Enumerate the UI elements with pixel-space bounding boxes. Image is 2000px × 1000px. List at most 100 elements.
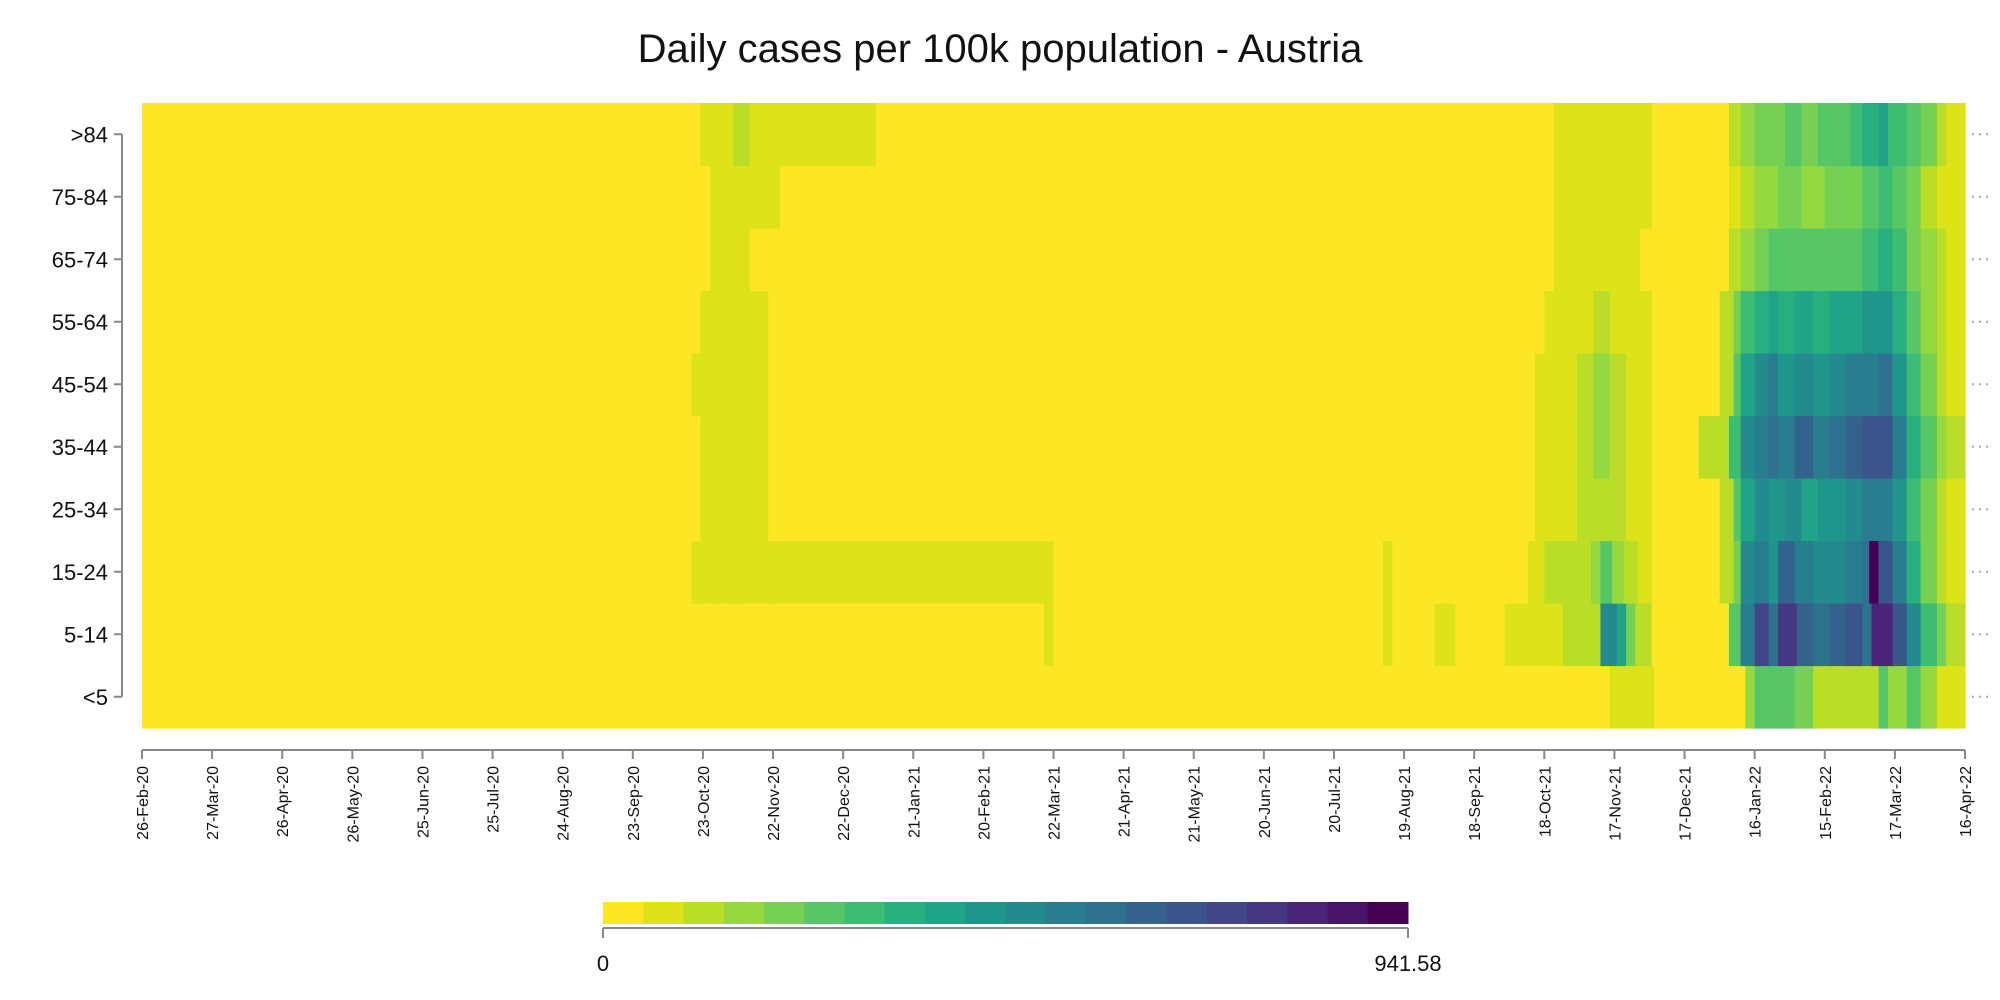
heatmap-cell [1740, 540, 1756, 604]
heatmap-cell [142, 415, 702, 479]
heatmap-cell [1817, 103, 1835, 167]
heatmap-cell [1936, 540, 1947, 604]
heatmap-cell [1527, 540, 1545, 604]
heatmap-cell [1768, 290, 1779, 354]
heatmap-cell [1593, 353, 1611, 417]
heatmap-cell [1778, 665, 1795, 729]
heatmap-cell [1651, 353, 1721, 417]
heatmap-cell [1768, 228, 1786, 292]
heatmap-cell [142, 665, 1611, 729]
y-tick-label: 75-84 [52, 185, 108, 210]
colorbar-swatch [1367, 902, 1409, 924]
heatmap-cell [1920, 353, 1938, 417]
colorbar-swatch [1247, 902, 1288, 924]
heatmap-cell [1053, 603, 1384, 667]
x-tick-label: 21-Apr-21 [1117, 766, 1134, 837]
heatmap-cell [1906, 228, 1922, 292]
heatmap-cell [709, 165, 769, 229]
color-scale-legend [602, 902, 1409, 938]
heatmap-cell [1609, 478, 1627, 542]
heatmap-cell [1457, 603, 1506, 667]
heatmap-cell [1635, 603, 1653, 667]
heatmap-cell [768, 415, 1536, 479]
heatmap-cell [142, 228, 711, 292]
heatmap-cell [1829, 540, 1847, 604]
x-tick-label: 24-Aug-20 [556, 766, 573, 841]
heatmap-cell [1878, 290, 1894, 354]
heatmap-cell [1728, 165, 1742, 229]
colorbar-max-label: 941.58 [1374, 951, 1441, 976]
x-tick-label: 26-Apr-20 [275, 766, 292, 837]
heatmap-cell [709, 353, 725, 417]
y-tick-label: 65-74 [52, 247, 108, 272]
heatmap-cell [1591, 540, 1601, 604]
heatmap-cell [1785, 478, 1802, 542]
colorbar-swatch [603, 902, 644, 924]
heatmap-cell [796, 103, 826, 167]
x-tick-label: 22-Nov-20 [766, 766, 783, 841]
heatmap-cell [1829, 290, 1847, 354]
heatmap-cell [691, 540, 702, 604]
heatmap-cell [1892, 540, 1908, 604]
x-tick-label: 20-Feb-21 [976, 766, 993, 840]
heatmap-cell [843, 103, 858, 167]
heatmap-cell [1878, 103, 1889, 167]
heatmap-cell [1719, 478, 1735, 542]
heatmap-cell [1740, 165, 1756, 229]
heatmap-cell [1813, 353, 1831, 417]
heatmap-cell [714, 540, 732, 604]
heatmap-cell [700, 353, 711, 417]
heatmap-cell [1612, 540, 1625, 604]
x-tick-label: 18-Oct-21 [1537, 766, 1554, 837]
heatmap-cell [142, 353, 692, 417]
heatmap-cell [1609, 228, 1627, 292]
heatmap-cell [1754, 478, 1770, 542]
heatmap-cell [1778, 353, 1795, 417]
heatmap-cell [691, 353, 702, 417]
heatmap-cell [1534, 415, 1555, 479]
heatmap-cell [723, 290, 769, 354]
heatmap-cell [1862, 478, 1880, 542]
heatmap-cell [730, 540, 741, 604]
x-tick-label: 18-Sep-21 [1467, 766, 1484, 841]
heatmap-cell [768, 103, 798, 167]
heatmap-cell [1845, 540, 1863, 604]
heatmap-cell [1600, 603, 1618, 667]
heatmap-cell [1794, 415, 1814, 479]
heatmap-cell [1053, 540, 1078, 604]
x-tick-label: 16-Apr-22 [1958, 766, 1975, 837]
heatmap-cell [1801, 478, 1819, 542]
heatmap-cell [1609, 665, 1644, 729]
heatmap-cell [1920, 540, 1938, 604]
x-axis: 26-Feb-20 27-Mar-20 26-Apr-20 26-May-20 25-J… [135, 749, 1975, 842]
heatmap-cell [1845, 603, 1863, 667]
heatmap-cell [1626, 228, 1641, 292]
heatmap-cell [1785, 228, 1802, 292]
heatmap-cell [1651, 165, 1730, 229]
heatmap-cell [1920, 415, 1938, 479]
heatmap-cell [1593, 290, 1611, 354]
heatmap-cell [1834, 228, 1852, 292]
heatmap-cell [1733, 540, 1742, 604]
heatmap-cell [1946, 353, 1966, 417]
heatmap-cell [1906, 665, 1922, 729]
heatmap-cell [1801, 103, 1819, 167]
colorbar-swatch [884, 902, 926, 924]
colorbar-swatch [1045, 902, 1087, 924]
x-tick-label: 20-Jul-21 [1327, 766, 1344, 833]
heatmap-cell [1745, 665, 1756, 729]
heatmap-cell [1920, 603, 1938, 667]
heatmap-cell [1813, 540, 1831, 604]
heatmap-cell [1878, 540, 1894, 604]
heatmap-cell [749, 228, 1555, 292]
heatmap-cell [1577, 353, 1594, 417]
heatmap-cell [1862, 290, 1880, 354]
heatmap-cell [1733, 290, 1742, 354]
heatmap-cell [1754, 103, 1770, 167]
heatmap-cell [1609, 415, 1627, 479]
heatmap-cell [1534, 478, 1555, 542]
heatmap-cell [1829, 603, 1847, 667]
heatmap-cell [1740, 290, 1756, 354]
heatmap-cell [1616, 603, 1627, 667]
x-tick-label: 23-Sep-20 [626, 766, 643, 841]
